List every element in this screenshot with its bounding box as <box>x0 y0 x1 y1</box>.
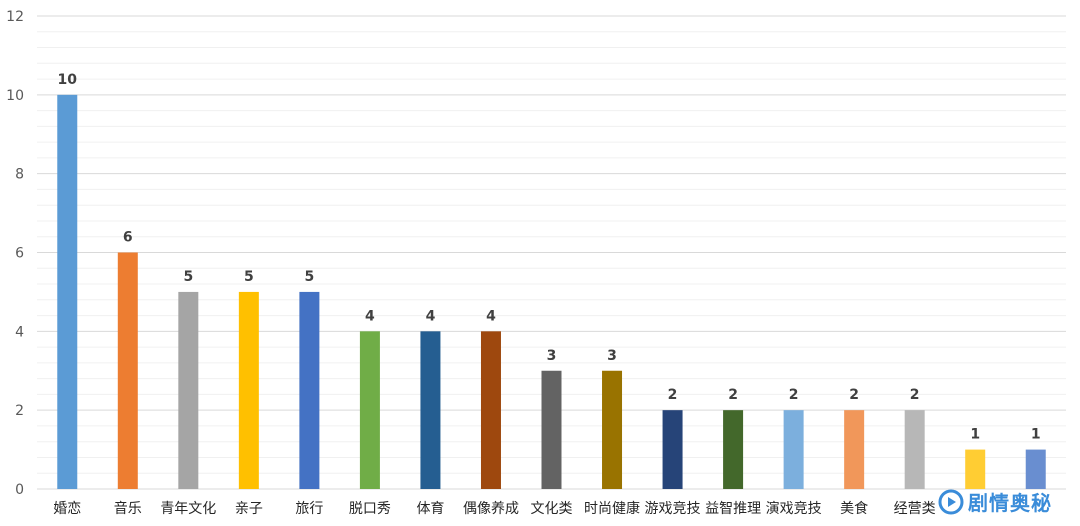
watermark-text: 剧情奥秘 <box>968 491 1052 515</box>
data-label: 2 <box>668 387 678 403</box>
y-tick-label: 10 <box>6 88 24 104</box>
y-tick-label: 6 <box>15 246 24 262</box>
x-tick-label: 脱口秀 <box>349 501 391 517</box>
x-tick-label: 青年文化 <box>160 501 216 517</box>
play-bubble-icon <box>938 489 964 514</box>
bar <box>359 331 380 489</box>
y-tick-label: 2 <box>15 403 24 419</box>
y-tick-label: 8 <box>15 167 24 183</box>
bar <box>965 449 986 489</box>
x-axis: 婚恋 音乐 青年文化 亲子 旅行 脱口秀 体育 偶像养成 文化类 时尚健康 游戏竞技 益智推理 演戏竞技… <box>53 500 935 517</box>
data-label: 4 <box>365 308 375 324</box>
bar <box>662 410 683 489</box>
bar <box>783 410 804 489</box>
data-label: 3 <box>547 348 557 364</box>
bar <box>299 291 320 489</box>
data-label: 4 <box>426 308 436 324</box>
bar <box>904 410 925 489</box>
bar <box>420 331 441 489</box>
y-tick-label: 4 <box>15 324 24 340</box>
x-tick-label: 婚恋 <box>53 500 81 517</box>
data-label: 5 <box>305 269 315 285</box>
data-labels: 10 6 5 5 5 4 4 4 3 3 2 2 2 2 2 1 1 <box>58 72 1041 443</box>
x-tick-label: 时尚健康 <box>584 500 640 517</box>
data-label: 5 <box>244 269 254 285</box>
gridlines <box>37 15 1066 490</box>
watermark: 剧情奥秘 <box>938 487 1052 516</box>
x-tick-label: 音乐 <box>114 500 142 517</box>
x-tick-label: 亲子 <box>235 501 263 517</box>
x-tick-label: 演戏竞技 <box>766 500 822 517</box>
x-tick-label: 偶像养成 <box>463 501 519 517</box>
bar <box>238 291 259 489</box>
bar <box>541 370 562 489</box>
bars <box>57 94 1046 489</box>
y-tick-label: 0 <box>15 482 24 498</box>
data-label: 2 <box>728 387 738 403</box>
y-tick-label: 12 <box>6 9 24 25</box>
x-tick-label: 旅行 <box>295 501 323 517</box>
x-tick-label: 美食 <box>840 500 868 517</box>
bar <box>57 94 78 489</box>
bar <box>602 370 623 489</box>
x-tick-label: 体育 <box>416 501 444 517</box>
data-label: 2 <box>849 387 859 403</box>
bar <box>844 410 865 489</box>
data-label: 5 <box>183 269 193 285</box>
data-label: 10 <box>58 72 78 88</box>
bar <box>117 252 138 489</box>
x-tick-label: 益智推理 <box>705 501 761 517</box>
data-label: 6 <box>123 230 133 246</box>
data-label: 1 <box>970 427 980 443</box>
x-tick-label: 文化类 <box>531 501 573 517</box>
data-label: 3 <box>607 348 617 364</box>
data-label: 2 <box>789 387 799 403</box>
data-label: 2 <box>910 387 920 403</box>
bar <box>1025 449 1046 489</box>
x-tick-label: 游戏竞技 <box>645 500 701 517</box>
data-label: 1 <box>1031 427 1041 443</box>
x-tick-label: 经营类 <box>894 501 936 517</box>
bar <box>723 410 744 489</box>
data-label: 4 <box>486 308 496 324</box>
y-axis: 0 2 4 6 8 10 12 <box>6 9 24 498</box>
bar <box>178 291 199 489</box>
bar <box>480 331 501 489</box>
